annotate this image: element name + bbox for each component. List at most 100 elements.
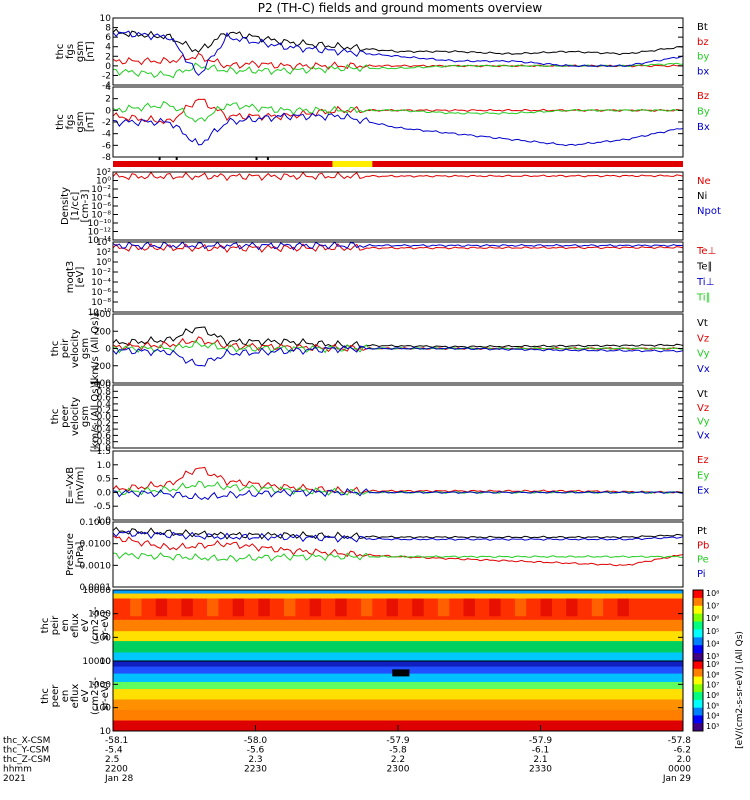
y-axis-label: en	[60, 619, 71, 632]
colorbar-segment	[693, 715, 703, 724]
y-axis-label: thc	[40, 618, 51, 634]
y-tick-label: 0.0	[97, 488, 112, 498]
spectrogram-patch	[412, 598, 424, 617]
legend-By: By	[697, 107, 710, 118]
status-marker	[266, 157, 269, 160]
legend-Bx: Bx	[697, 122, 710, 133]
colorbar-segment	[693, 613, 703, 623]
y-tick-label: 1000	[88, 610, 111, 620]
y-tick-label: 2	[105, 95, 111, 105]
colorbar-segment	[693, 621, 703, 630]
y-tick-label: 10000	[82, 586, 111, 596]
legend-Vy: Vy	[697, 417, 710, 428]
spectrogram-patch	[489, 598, 501, 617]
colorbar-segment	[693, 699, 703, 709]
axis-value: Jan 28	[104, 774, 133, 784]
y-axis-label: thc	[55, 44, 66, 60]
legend-Pb: Pb	[697, 540, 709, 551]
panel-8: 0.1000 0.0100 0.0010 0.0001 Pressure [nPa] Pt P…	[65, 518, 709, 593]
spectrogram-band	[113, 631, 683, 642]
series-Ne	[112, 171, 684, 182]
y-tick-label: 10⁰	[96, 177, 111, 187]
spectrogram-patch	[232, 598, 245, 617]
y-axis-label: (cm2-s-	[90, 677, 101, 715]
y-tick-label: -0.2	[93, 419, 111, 429]
legend-Bt: Bt	[697, 22, 708, 33]
status-marker	[175, 157, 178, 160]
axis-value: -5.6	[247, 746, 265, 756]
panel-7: 1.5 1.0 0.5 0.0 -0.5 -1.0 E=-VxB [mV/m] Ez Ey Ex	[65, 447, 709, 526]
axis-value: -58.1	[105, 736, 128, 746]
y-axis-label: Density	[60, 187, 71, 225]
series-Ez	[112, 466, 684, 494]
spectrogram-patch	[360, 598, 373, 617]
axis-value: 2.2	[391, 755, 405, 765]
colorbar-tick-label: 10⁹	[706, 660, 719, 669]
axis-row-label: hhmm	[3, 765, 32, 775]
plot-title: P2 (TH-C) fields and ground moments over…	[258, 1, 543, 15]
axis-value: 0000	[668, 765, 691, 775]
y-axis-label: [nT]	[85, 41, 96, 61]
spectrogram-patch	[309, 598, 322, 617]
series-by	[112, 62, 684, 79]
legend-Pe: Pe	[697, 555, 709, 566]
y-tick-label: 10⁻¹²	[88, 228, 112, 238]
y-axis-label: gsm	[75, 111, 86, 132]
y-tick-label: 0.5	[97, 475, 111, 485]
colorbar-tick-label: 10⁷	[706, 602, 719, 611]
spectrogram-band	[113, 641, 683, 653]
colorbar-tick-label: 10⁵	[706, 627, 719, 636]
y-axis-label: [mV/m]	[75, 467, 86, 505]
y-tick-label: -0.5	[93, 502, 111, 512]
y-tick-label: -4	[102, 81, 111, 91]
y-axis-label: [km/s (All Qs)]	[90, 381, 101, 453]
spectrogram-patch	[437, 598, 450, 617]
y-tick-label: 10⁻⁴	[91, 194, 111, 204]
colorbar-label: [eV/(cm2-s-sr-eV)] (All Qs)	[735, 631, 745, 749]
panel-frame	[112, 17, 684, 86]
legend-Vt: Vt	[697, 389, 708, 400]
status-bar	[113, 161, 683, 167]
series-Pe	[112, 552, 684, 563]
series-Vy	[112, 339, 684, 354]
spectrogram-patch	[207, 598, 219, 617]
y-tick-label: -200	[91, 362, 112, 372]
colorbar-segment	[693, 684, 703, 693]
axis-value: -57.9	[386, 736, 410, 746]
y-tick-label: 8	[105, 24, 111, 34]
y-axis-label: Pressure	[65, 533, 76, 576]
colorbar-segment	[693, 605, 703, 615]
y-tick-label: 10	[100, 657, 112, 667]
colorbar-tick-label: 10⁵	[706, 701, 719, 710]
spectrogram-patch	[514, 598, 527, 617]
y-axis-label: en	[60, 690, 71, 703]
y-axis-label: thc	[55, 114, 66, 130]
legend-Te∥: Te∥	[696, 262, 713, 273]
legend-Ti⊥: Ti⊥	[696, 277, 714, 288]
y-tick-label: -0.8	[93, 438, 111, 448]
y-tick-label: 0.0100	[80, 540, 112, 550]
y-tick-label: -0.6	[93, 431, 111, 441]
axis-value: -6.2	[673, 746, 691, 756]
y-tick-label: 10⁻⁴	[91, 278, 111, 288]
series-Ex	[112, 487, 684, 501]
series-Ti⊥	[112, 241, 684, 251]
y-axis-label: peir	[60, 338, 71, 358]
y-tick-label: 10⁻²	[91, 268, 111, 278]
spectrogram-band	[113, 673, 683, 683]
spectrogram-patch	[130, 598, 142, 617]
spectrogram-patch	[392, 669, 410, 677]
axis-value: -5.4	[105, 746, 123, 756]
axis-row-label: thc_Y-CSM	[3, 746, 49, 756]
spectrogram-band	[113, 652, 683, 662]
y-tick-label: 1000	[88, 680, 111, 690]
y-tick-label: 4	[105, 43, 111, 53]
y-tick-label: 10⁻²	[91, 185, 111, 195]
spectrogram-patch	[617, 598, 629, 617]
legend-Vt: Vt	[697, 318, 708, 329]
y-axis-label: [nT]	[85, 112, 96, 132]
legend-Ez: Ez	[697, 455, 709, 466]
y-tick-label: -2	[102, 118, 111, 128]
